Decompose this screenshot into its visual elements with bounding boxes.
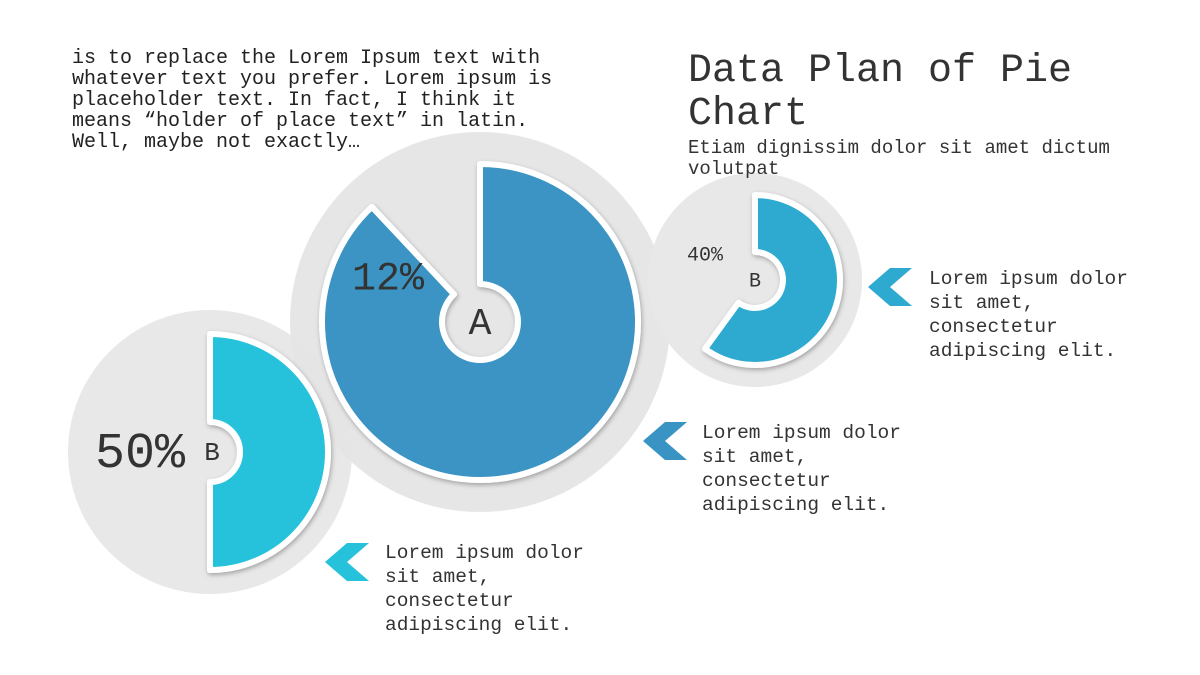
- percent-label: 40%: [687, 244, 724, 267]
- subtitle: Etiam dignissim dolor sit amet dictum vo…: [688, 137, 1110, 180]
- center-label: B: [749, 270, 761, 293]
- callout-text: Lorem ipsum dolor sit amet, consectetur …: [385, 542, 584, 636]
- title: Data Plan of Pie Chart: [688, 49, 1073, 137]
- callout-text: Lorem ipsum dolor sit amet, consectetur …: [702, 422, 901, 516]
- chevron: [325, 543, 369, 581]
- percent-label: 12%: [352, 258, 425, 303]
- chevron: [868, 268, 912, 306]
- rings: [207, 161, 843, 573]
- center-label: B: [204, 438, 220, 468]
- percent-label: 50%: [95, 426, 186, 483]
- donut-ring: [319, 161, 641, 483]
- callout-text: Lorem ipsum dolor sit amet, consectetur …: [929, 268, 1128, 362]
- chevron: [643, 422, 687, 460]
- donut-ring: [702, 192, 843, 368]
- center-label: A: [469, 303, 492, 346]
- donut-ring: [207, 331, 331, 573]
- intro-text: is to replace the Lorem Ipsum text with …: [72, 47, 553, 154]
